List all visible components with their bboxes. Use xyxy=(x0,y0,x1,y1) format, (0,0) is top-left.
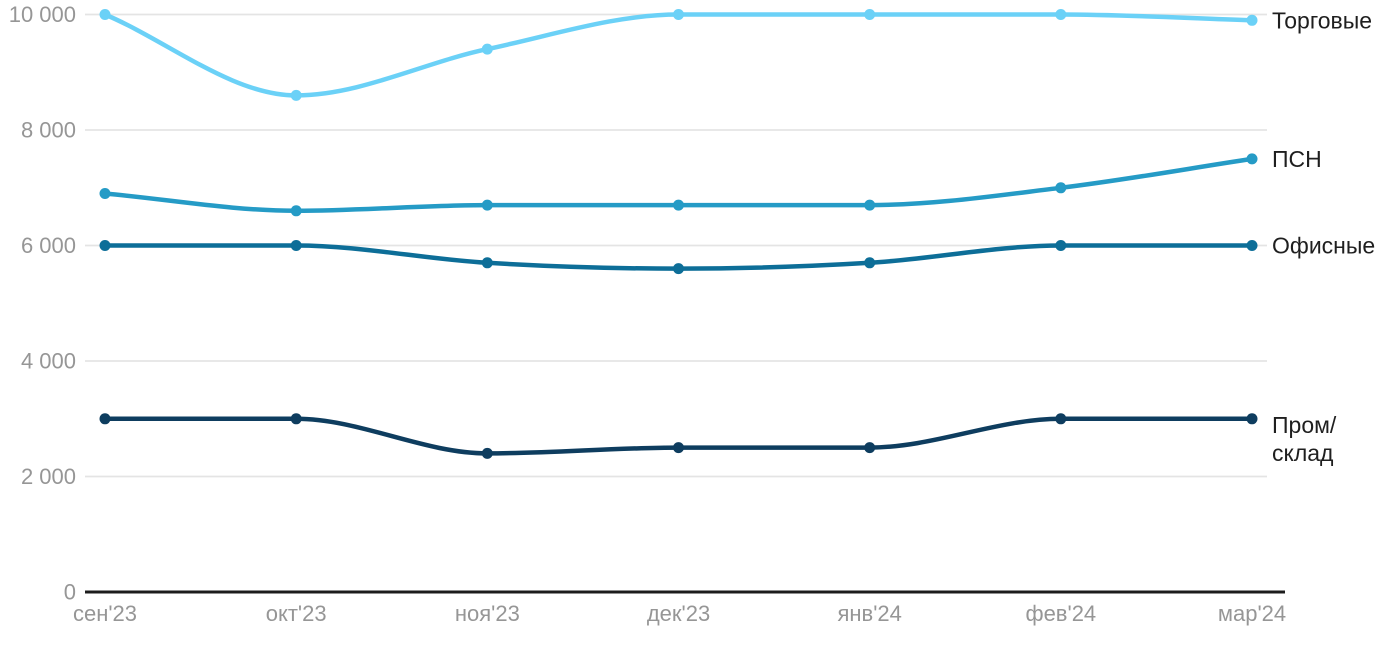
x-tick-label: окт'23 xyxy=(266,601,327,626)
x-tick-label: дек'23 xyxy=(647,601,710,626)
data-point[interactable] xyxy=(1055,413,1067,425)
data-point[interactable] xyxy=(99,9,111,20)
data-point[interactable] xyxy=(864,257,876,269)
y-tick-label: 6 000 xyxy=(21,233,76,258)
series-line-Торговые xyxy=(102,12,1255,98)
y-tick-label: 10 000 xyxy=(9,2,76,27)
data-point[interactable] xyxy=(1246,413,1258,425)
data-point[interactable] xyxy=(1055,182,1067,194)
data-point[interactable] xyxy=(481,447,493,459)
data-point[interactable] xyxy=(864,199,876,211)
data-point[interactable] xyxy=(481,43,493,55)
data-point[interactable] xyxy=(1246,240,1258,251)
data-point[interactable] xyxy=(481,199,493,211)
data-point[interactable] xyxy=(290,413,302,425)
y-tick-label: 4 000 xyxy=(21,349,76,374)
series-label-ПСН: ПСН xyxy=(1272,146,1322,172)
y-tick-label: 8 000 xyxy=(21,118,76,143)
data-point[interactable] xyxy=(290,89,302,101)
data-point[interactable] xyxy=(1246,14,1258,26)
series-label-Офисные: Офисные xyxy=(1272,233,1375,259)
data-point[interactable] xyxy=(1055,9,1067,20)
data-point[interactable] xyxy=(99,413,111,425)
data-point[interactable] xyxy=(673,199,684,211)
y-tick-label: 2 000 xyxy=(21,464,76,489)
data-point[interactable] xyxy=(1055,240,1067,251)
data-point[interactable] xyxy=(1246,153,1258,165)
data-point[interactable] xyxy=(290,205,302,217)
series-label-Пром/склад: Пром/склад xyxy=(1272,412,1337,466)
series-label-Торговые: Торговые xyxy=(1272,7,1372,33)
y-tick-label: 0 xyxy=(64,580,76,605)
data-point[interactable] xyxy=(864,442,876,454)
data-point[interactable] xyxy=(673,9,684,20)
data-point[interactable] xyxy=(99,240,111,251)
data-point[interactable] xyxy=(864,9,876,20)
x-tick-label: янв'24 xyxy=(837,601,901,626)
x-tick-label: мар'24 xyxy=(1218,601,1286,626)
x-tick-label: сен'23 xyxy=(73,601,137,626)
data-point[interactable] xyxy=(290,240,302,251)
x-tick-label: ноя'23 xyxy=(455,601,520,626)
x-tick-label: фев'24 xyxy=(1025,601,1096,626)
data-point[interactable] xyxy=(673,263,684,275)
data-point[interactable] xyxy=(99,188,111,199)
data-point[interactable] xyxy=(673,442,684,454)
data-point[interactable] xyxy=(481,257,493,269)
